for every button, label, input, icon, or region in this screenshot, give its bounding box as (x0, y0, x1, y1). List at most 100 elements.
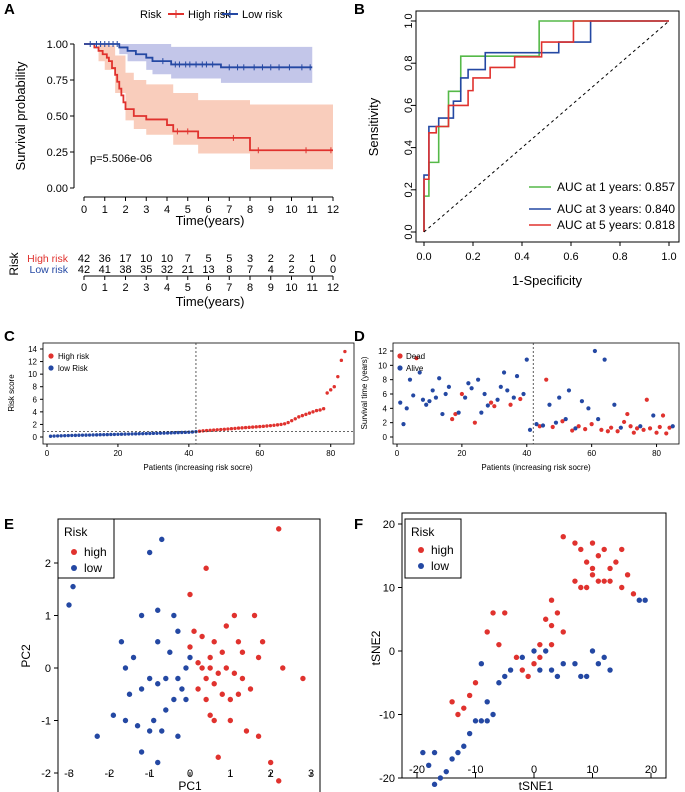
high-point (502, 610, 508, 616)
dead-point (625, 411, 630, 417)
x-tick-label: 6 (205, 204, 211, 216)
legend-swatch-low (48, 365, 54, 371)
high-point (578, 584, 584, 591)
legend-label: AUC at 3 years: 0.840 (557, 202, 675, 216)
x-tick-label: 8 (247, 204, 253, 216)
alive-point (638, 424, 643, 429)
x-axis-title: 1-Specificity (512, 273, 583, 288)
legend-label: low Risk (58, 364, 89, 373)
high-point (490, 610, 496, 616)
high-risk-point (219, 427, 223, 432)
high-point (223, 665, 229, 671)
y-tick-label: 0.00 (47, 183, 68, 195)
high-risk-point (243, 425, 248, 430)
alive-point (446, 384, 452, 389)
high-risk-point (325, 391, 329, 395)
high-point (259, 639, 266, 645)
y-tick-label: 4 (383, 404, 388, 413)
high-point (207, 654, 213, 661)
dead-point (664, 431, 669, 436)
high-risk-point (304, 412, 308, 417)
alive-point (563, 416, 568, 422)
low-point (122, 665, 129, 671)
dead-point (634, 426, 640, 431)
high-point (187, 591, 193, 598)
risk-table-tick-label: 12 (327, 282, 339, 294)
low-risk-point (162, 431, 166, 435)
risk-table-row-label: Low risk (29, 264, 68, 276)
low-risk-point (70, 433, 74, 438)
x-tick-label: 80 (652, 449, 661, 458)
risk-table-tick-label: 8 (247, 282, 253, 294)
y-tick-label: 0.50 (47, 111, 68, 123)
high-point (548, 641, 555, 648)
dead-point (576, 424, 581, 429)
y-tick-label: 0.0 (403, 224, 415, 239)
low-point (642, 597, 648, 603)
dead-point (631, 430, 636, 435)
legend-label: High risk (58, 352, 90, 361)
low-risk-point (190, 430, 195, 434)
panel-label-c: C (4, 328, 15, 345)
low-point (179, 686, 185, 692)
high-risk-point (293, 417, 297, 421)
high-point (280, 665, 286, 671)
risk-table-tick-label: 1 (102, 282, 108, 294)
legend-label: low (431, 559, 449, 573)
y-tick-label: 2 (383, 419, 388, 428)
y-tick-label: 0 (45, 663, 51, 675)
high-point (455, 711, 461, 718)
high-point (449, 699, 455, 705)
low-point (496, 680, 502, 686)
dead-point (550, 424, 555, 430)
risk-table-cell: 1 (309, 253, 315, 265)
high-risk-point (279, 422, 283, 427)
high-risk-point (233, 426, 237, 431)
alive-point (469, 386, 474, 391)
y-tick-label: 0 (389, 646, 395, 658)
x-tick-label: 20 (457, 449, 466, 458)
dead-point (621, 419, 627, 425)
risk-table-row-label: High risk (27, 253, 69, 265)
risk-table-x-title: Time(years) (176, 294, 245, 309)
x-tick-label: 80 (326, 449, 335, 458)
risk-table-tick-label: 4 (164, 282, 170, 294)
high-risk-point (247, 425, 251, 430)
low-point (138, 612, 145, 619)
high-point (619, 546, 625, 553)
dead-point (589, 422, 594, 427)
low-point (490, 711, 496, 718)
y-tick-label: 12 (28, 358, 37, 367)
y-tick-label: -10 (379, 710, 395, 722)
low-point (554, 673, 561, 680)
high-point (203, 675, 209, 682)
km-band-high (84, 44, 333, 170)
alive-point (430, 388, 435, 393)
high-point (537, 641, 543, 648)
high-risk-point (336, 374, 340, 379)
high-point (607, 578, 613, 584)
dead-point (518, 396, 523, 402)
y-axis-title: Sensitivity (366, 97, 381, 156)
dead-point (605, 429, 610, 434)
legend-swatch-low (418, 563, 424, 569)
alive-point (440, 411, 445, 417)
dead-point (615, 429, 620, 434)
low-risk-point (52, 434, 56, 438)
low-point (146, 728, 153, 734)
high-point (235, 639, 242, 645)
panel-label-d: D (354, 328, 365, 345)
high-point (461, 705, 467, 711)
low-risk-point (141, 431, 145, 436)
legend-box (57, 518, 115, 579)
high-point (235, 691, 242, 697)
y-tick-label: 0.6 (403, 98, 415, 113)
high-point (613, 559, 619, 565)
low-point (167, 649, 173, 655)
low-risk-point (48, 434, 53, 438)
alive-point (521, 391, 526, 397)
dead-point (654, 430, 659, 435)
high-point (267, 759, 274, 766)
alive-point (501, 370, 507, 375)
